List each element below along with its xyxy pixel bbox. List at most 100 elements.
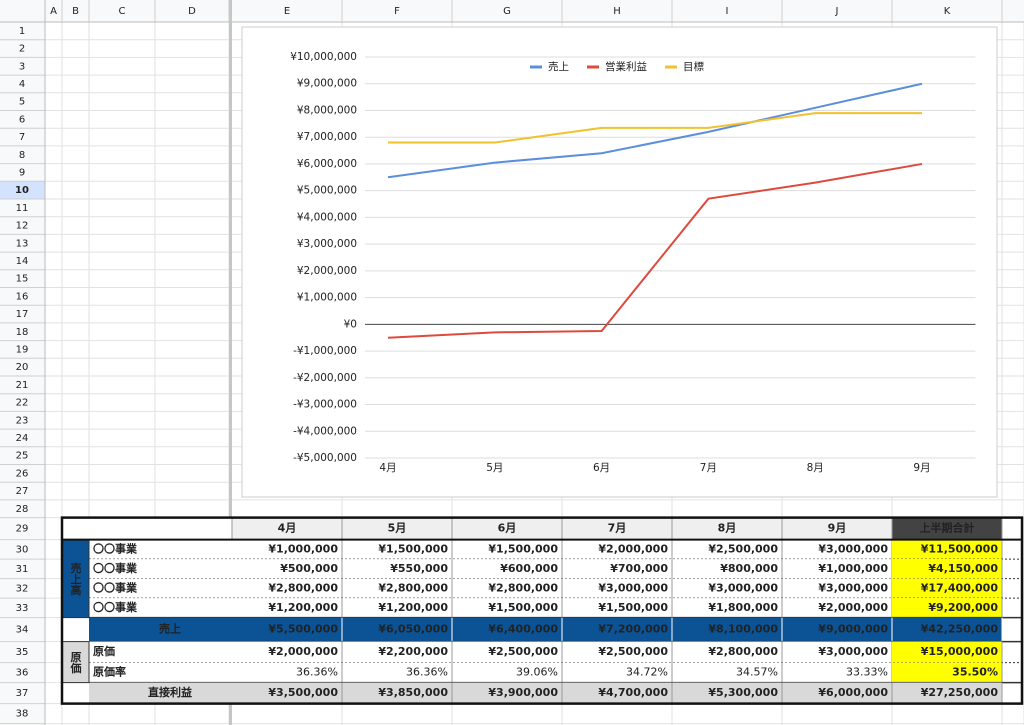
column-letter: B (72, 6, 79, 17)
row-number: 19 (16, 344, 29, 355)
total-cell (892, 539, 1002, 560)
row-number: 24 (16, 433, 29, 444)
value-cell: ¥6,000,000 (818, 686, 888, 699)
row-number: 29 (16, 524, 29, 535)
value-cell: ¥3,900,000 (488, 686, 558, 699)
value-cell: ¥1,000,000 (268, 542, 338, 555)
value-cell: ¥9,200,000 (928, 601, 998, 614)
column-letter: E (284, 6, 290, 17)
value-cell: ¥5,500,000 (268, 623, 338, 636)
y-tick-label: -¥1,000,000 (293, 345, 357, 357)
row-number: 25 (16, 451, 29, 462)
row-bg (89, 539, 1002, 560)
value-cell: ¥1,500,000 (378, 542, 448, 555)
value-cell: ¥3,000,000 (818, 581, 888, 594)
row-number: 10 (15, 185, 29, 196)
x-tick-label: 9月 (913, 462, 930, 474)
value-cell: ¥2,800,000 (378, 581, 448, 594)
value-cell: ¥2,800,000 (488, 581, 558, 594)
value-cell: ¥1,500,000 (488, 542, 558, 555)
row-number: 2 (19, 44, 25, 55)
row-label: 〇〇事業 (93, 600, 138, 614)
row-number: 16 (16, 291, 29, 302)
value-cell: ¥2,000,000 (598, 542, 668, 555)
row-number: 18 (16, 327, 29, 338)
column-letter: K (944, 6, 951, 17)
value-cell: ¥3,500,000 (268, 686, 338, 699)
value-cell: ¥3,000,000 (818, 645, 888, 658)
y-tick-label: -¥2,000,000 (293, 372, 357, 384)
row-number: 23 (16, 415, 29, 426)
row-number: 4 (19, 79, 25, 90)
row-number: 1 (19, 26, 25, 37)
value-cell: ¥800,000 (720, 562, 778, 575)
value-cell: ¥6,050,000 (378, 623, 448, 636)
value-cell: ¥8,100,000 (708, 623, 778, 636)
row-number: 6 (19, 114, 25, 125)
row-label: 〇〇事業 (93, 541, 138, 555)
total-cell (892, 641, 1002, 663)
value-cell: ¥600,000 (500, 562, 558, 575)
value-cell: ¥2,800,000 (268, 581, 338, 594)
value-cell: ¥2,000,000 (818, 601, 888, 614)
y-tick-label: ¥9,000,000 (297, 78, 357, 90)
row-number: 12 (16, 221, 29, 232)
value-cell: ¥17,400,000 (921, 581, 999, 594)
column-letter: D (188, 6, 196, 17)
total-cell (892, 598, 1002, 618)
row-number: 30 (16, 544, 29, 555)
value-cell: ¥2,200,000 (378, 645, 448, 658)
y-tick-label: ¥6,000,000 (297, 158, 357, 170)
value-cell: ¥27,250,000 (921, 686, 999, 699)
value-cell: ¥1,000,000 (818, 562, 888, 575)
y-tick-label: ¥5,000,000 (297, 185, 357, 197)
value-cell: 33.33% (846, 666, 888, 679)
header-text: 6月 (498, 522, 517, 535)
value-cell: ¥3,000,000 (598, 581, 668, 594)
x-tick-label: 4月 (379, 462, 396, 474)
group-label: 売上高 (69, 561, 82, 596)
row-bg (89, 559, 1002, 579)
total-cell (892, 559, 1002, 579)
value-cell: ¥1,500,000 (598, 601, 668, 614)
value-cell: ¥15,000,000 (921, 645, 999, 658)
value-cell: ¥550,000 (390, 562, 448, 575)
value-cell: ¥2,800,000 (708, 645, 778, 658)
table-outline (60, 516, 1024, 705)
value-cell: ¥3,850,000 (378, 686, 448, 699)
frozen-divider (229, 0, 232, 725)
y-tick-label: ¥10,000,000 (290, 51, 357, 63)
row-number: 37 (16, 688, 29, 699)
header-text: 上半期合計 (920, 521, 975, 535)
y-tick-label: -¥3,000,000 (293, 399, 357, 411)
value-cell: ¥1,200,000 (268, 601, 338, 614)
y-tick-label: ¥7,000,000 (297, 131, 357, 143)
series-line (387, 82, 923, 179)
value-cell: ¥4,700,000 (598, 686, 668, 699)
y-tick-label: -¥5,000,000 (293, 452, 357, 464)
row-number: 27 (16, 486, 29, 497)
row-number: 35 (16, 647, 29, 658)
row-number: 31 (16, 564, 29, 575)
row-number: 15 (16, 274, 29, 285)
value-cell: ¥500,000 (280, 562, 338, 575)
row-number: 17 (16, 309, 29, 320)
row-number: 36 (16, 668, 29, 679)
row-number: 20 (16, 362, 29, 373)
row-header-bar (0, 22, 45, 725)
value-cell: 36.36% (406, 666, 448, 679)
row-number: 13 (16, 238, 29, 249)
header-text: 8月 (718, 522, 737, 535)
row-bg (89, 682, 1002, 704)
row-number: 22 (16, 398, 29, 409)
series-line (387, 162, 923, 339)
row-label: 〇〇事業 (93, 580, 138, 594)
x-tick-label: 8月 (807, 462, 824, 474)
row-bg (89, 662, 1002, 683)
value-cell: ¥6,400,000 (488, 623, 558, 636)
value-cell: ¥11,500,000 (921, 542, 999, 555)
legend-label: 目標 (683, 60, 704, 73)
column-letter: H (613, 6, 621, 17)
group-cell (61, 539, 90, 619)
